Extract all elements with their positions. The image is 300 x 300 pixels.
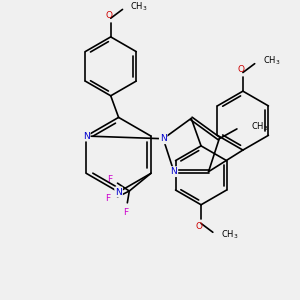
Text: F: F xyxy=(107,175,112,184)
Text: N: N xyxy=(170,167,177,176)
Text: F: F xyxy=(105,194,110,203)
Text: CH$_3$: CH$_3$ xyxy=(221,229,238,242)
Text: CH$_3$: CH$_3$ xyxy=(130,0,148,13)
Text: N: N xyxy=(115,188,122,196)
Text: O: O xyxy=(196,222,202,231)
Text: N: N xyxy=(160,134,166,143)
Text: O: O xyxy=(105,11,112,20)
Text: CH$_3$: CH$_3$ xyxy=(262,55,280,67)
Text: O: O xyxy=(237,65,244,74)
Text: CH$_3$: CH$_3$ xyxy=(251,121,268,133)
Text: F: F xyxy=(123,208,128,217)
Text: N: N xyxy=(83,132,90,141)
